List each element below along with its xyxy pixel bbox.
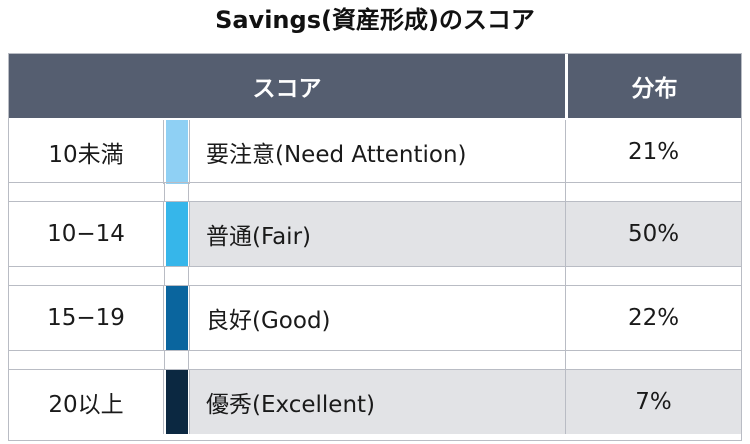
- gap-divider: [565, 351, 566, 369]
- row-divider: [9, 182, 741, 183]
- gap-divider: [164, 351, 165, 369]
- row-divider: [9, 369, 741, 370]
- distribution-value: 7%: [566, 370, 741, 434]
- gap-divider: [565, 267, 566, 285]
- gap-divider: [188, 183, 189, 201]
- score-label: 優秀(Excellent): [189, 370, 566, 434]
- score-label: 要注意(Need Attention): [189, 120, 566, 184]
- score-range: 10−14: [9, 202, 164, 266]
- page-title: Savings(資産形成)のスコア: [215, 6, 535, 34]
- gap-divider: [188, 267, 189, 285]
- row-divider: [9, 266, 741, 267]
- header-score: スコア: [9, 54, 565, 118]
- score-table: スコア 分布 10未満 要注意(Need Attention) 21% 10−1…: [8, 53, 742, 441]
- score-label: 良好(Good): [189, 286, 566, 350]
- distribution-value: 21%: [627, 139, 680, 165]
- score-range: 10未満: [9, 120, 164, 184]
- header-separator: [565, 54, 568, 118]
- table-row: 10未満 要注意(Need Attention) 21%: [9, 120, 741, 184]
- distribution-value: 50%: [566, 202, 741, 266]
- gap-divider: [164, 183, 165, 201]
- table-row: 20以上 優秀(Excellent) 7%: [9, 370, 741, 434]
- color-swatch: [166, 370, 188, 434]
- row-divider: [9, 350, 741, 351]
- row-divider: [9, 201, 741, 202]
- color-swatch: [166, 202, 188, 266]
- score-range: 20以上: [9, 370, 164, 434]
- distribution-value: 22%: [627, 305, 680, 331]
- gap-divider: [565, 183, 566, 201]
- table-row: 10−14 普通(Fair) 50%: [9, 202, 741, 266]
- gap-divider: [188, 351, 189, 369]
- row-divider: [9, 285, 741, 286]
- score-range: 15−19: [9, 286, 164, 350]
- header-distribution: 分布: [568, 54, 741, 118]
- score-label: 普通(Fair): [189, 202, 566, 266]
- gap-divider: [164, 267, 165, 285]
- color-swatch: [166, 120, 188, 184]
- table-row: 15−19 良好(Good) 22%: [9, 286, 741, 350]
- color-swatch: [166, 286, 188, 350]
